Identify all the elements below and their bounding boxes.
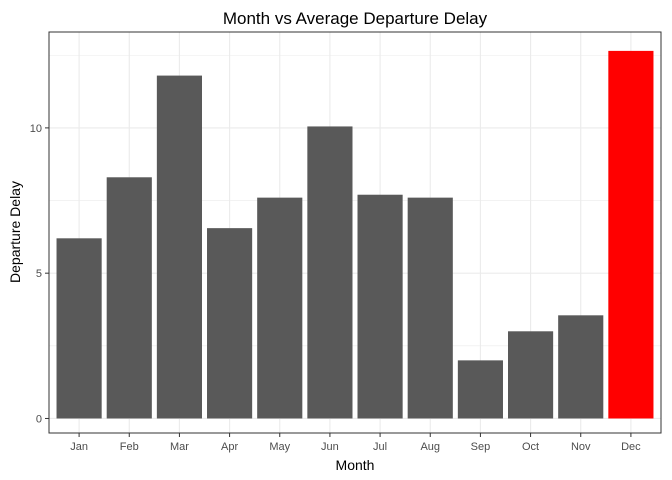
x-tick-label: Dec <box>621 441 641 453</box>
y-tick-label: 10 <box>30 123 42 135</box>
x-tick-label: Apr <box>221 441 238 453</box>
bar-dec <box>608 50 654 419</box>
x-tick-label: Nov <box>571 441 591 453</box>
bar-oct <box>508 331 554 419</box>
chart-title: Month vs Average Departure Delay <box>223 9 488 28</box>
y-tick-label: 5 <box>36 268 42 280</box>
y-tick-label: 0 <box>36 413 42 425</box>
x-tick-label: Aug <box>420 441 440 453</box>
bar-aug <box>407 197 453 419</box>
x-tick-label: Jan <box>70 441 88 453</box>
bars <box>56 50 654 419</box>
x-tick-label: Jun <box>321 441 339 453</box>
bar-feb <box>106 177 152 419</box>
x-tick-label: May <box>269 441 290 453</box>
bar-jul <box>357 194 403 419</box>
x-tick-label: Sep <box>471 441 491 453</box>
bar-nov <box>558 315 604 419</box>
bar-apr <box>207 228 253 419</box>
bar-sep <box>457 360 503 419</box>
x-tick-label: Mar <box>170 441 189 453</box>
x-tick-label: Jul <box>373 441 387 453</box>
x-tick-label: Feb <box>120 441 139 453</box>
bar-may <box>257 197 303 419</box>
y-axis-title: Departure Delay <box>7 181 23 283</box>
bar-jan <box>56 238 102 419</box>
bar-mar <box>156 75 202 419</box>
bar-jun <box>307 126 353 419</box>
x-axis-title: Month <box>336 457 375 473</box>
panel-border <box>48 31 662 434</box>
axes: 0 5 10 Jan Feb Mar Apr May Jun Jul Aug Sep Oct Nov Dec <box>30 123 641 453</box>
x-tick-label: Oct <box>522 441 539 453</box>
